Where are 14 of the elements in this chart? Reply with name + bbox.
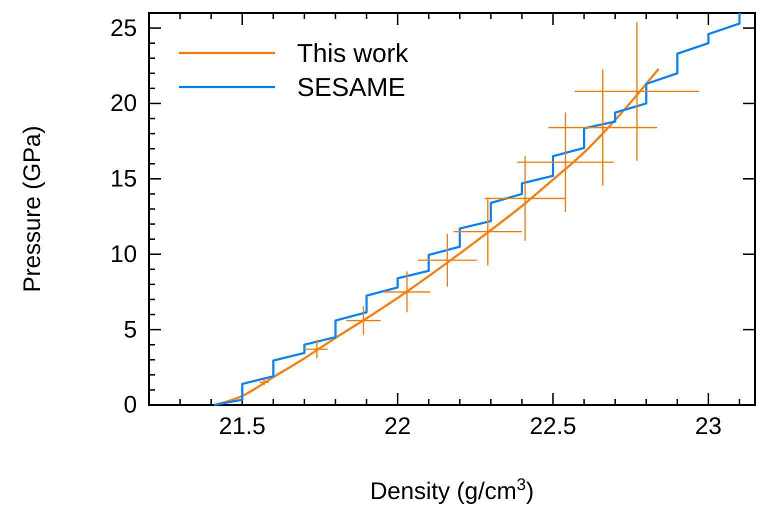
x-tick-label: 22 (384, 413, 411, 440)
y-tick-label: 15 (110, 166, 137, 193)
legend-label: SESAME (297, 72, 406, 102)
y-tick-label: 20 (110, 90, 137, 118)
y-tick-label: 10 (110, 240, 137, 268)
x-tick-label: 23 (695, 413, 722, 440)
x-tick-label: 22.5 (530, 413, 576, 440)
y-axis-title: Pressure (GPa) (19, 126, 46, 292)
x-axis-title: Density (g/cm$^{3}$) (370, 474, 534, 505)
y-tick-label: 25 (110, 14, 137, 42)
legend-label: This work (297, 38, 410, 68)
y-tick-label: 5 (124, 316, 137, 344)
x-tick-label: 21.5 (218, 413, 266, 440)
y-tick-label: 0 (124, 392, 137, 419)
